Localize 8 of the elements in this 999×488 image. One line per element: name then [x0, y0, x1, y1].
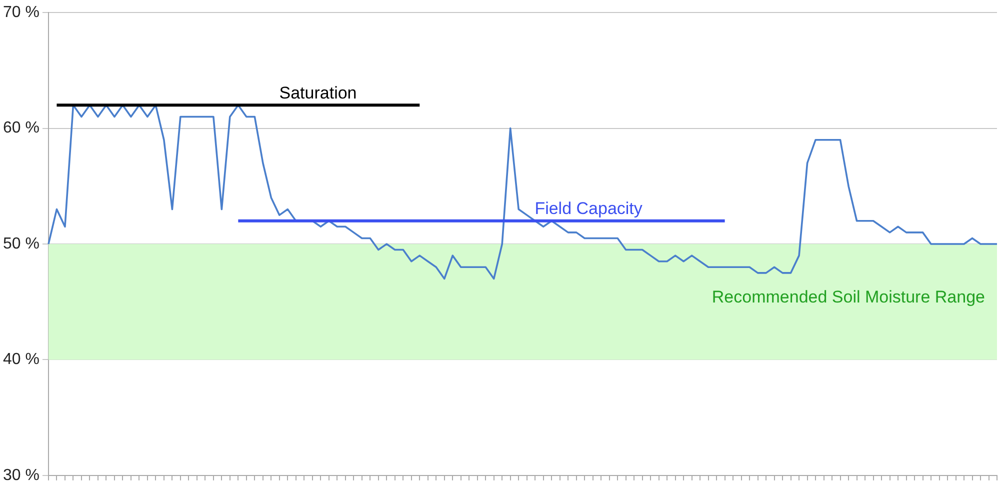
y-tick-label: 30 %: [3, 466, 40, 484]
y-tick-label: 50 %: [3, 235, 40, 252]
series-label: Field Capacity: [534, 199, 643, 218]
series-label: Saturation: [279, 83, 357, 102]
y-tick-label: 60 %: [3, 120, 40, 137]
y-tick-label: 70 %: [3, 4, 40, 22]
band-label: Recommended Soil Moisture Range: [712, 288, 985, 307]
y-tick-label: 40 %: [3, 351, 40, 368]
